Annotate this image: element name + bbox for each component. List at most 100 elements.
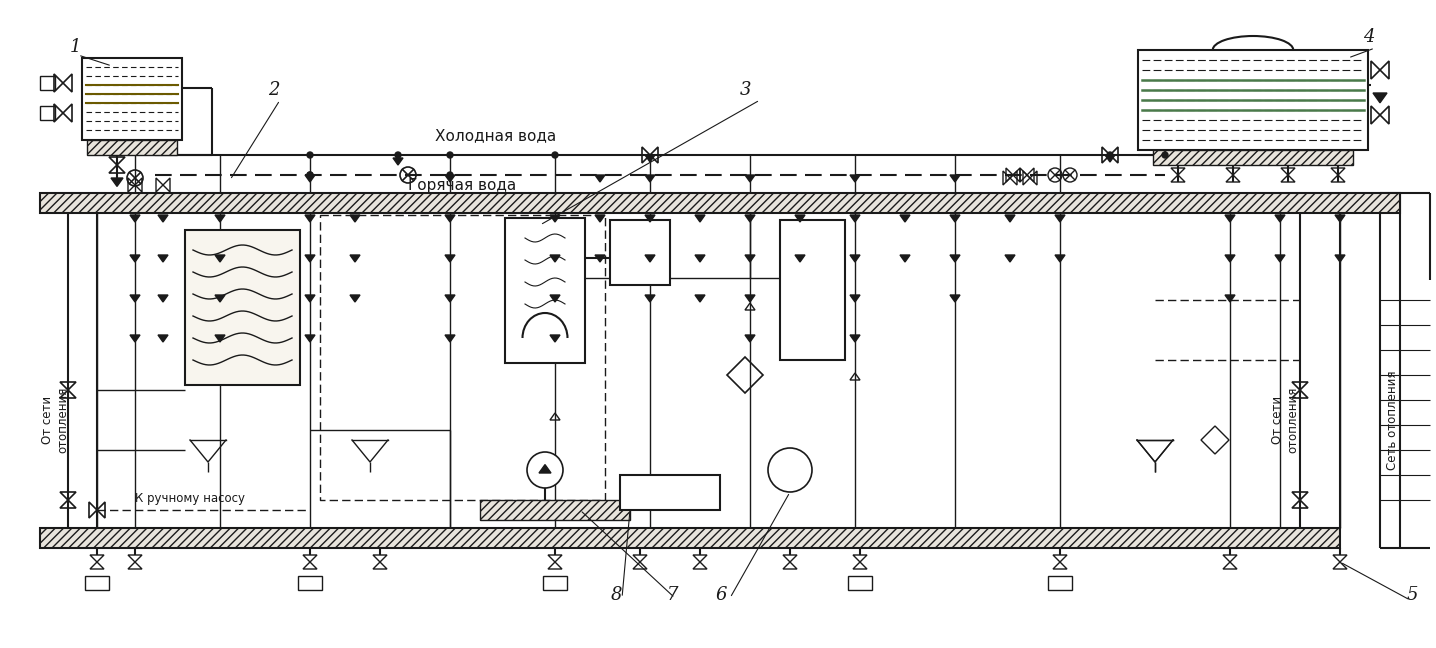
Circle shape — [307, 172, 313, 178]
Polygon shape — [796, 255, 806, 262]
Polygon shape — [158, 335, 168, 342]
Polygon shape — [595, 255, 605, 262]
Polygon shape — [645, 175, 655, 182]
Polygon shape — [1373, 93, 1387, 103]
Polygon shape — [951, 175, 961, 182]
Polygon shape — [645, 295, 655, 302]
Polygon shape — [304, 175, 314, 182]
Bar — [40, 106, 55, 120]
Polygon shape — [393, 158, 404, 165]
Polygon shape — [350, 215, 360, 222]
Polygon shape — [111, 178, 123, 187]
Text: Горячая вода: Горячая вода — [408, 178, 517, 193]
Text: От сети
отопления: От сети отопления — [1271, 387, 1300, 453]
Polygon shape — [445, 335, 455, 342]
Polygon shape — [745, 175, 755, 182]
Bar — [610, 220, 671, 285]
Polygon shape — [1335, 215, 1346, 222]
Bar — [1048, 576, 1073, 590]
Polygon shape — [850, 335, 860, 342]
Text: 6: 6 — [715, 586, 727, 604]
Polygon shape — [745, 255, 755, 262]
Bar — [299, 576, 322, 590]
Text: 3: 3 — [740, 81, 751, 99]
Text: От сети
отопления: От сети отопления — [42, 387, 69, 453]
Polygon shape — [850, 215, 860, 222]
Polygon shape — [304, 255, 314, 262]
Bar — [849, 576, 872, 590]
Circle shape — [551, 152, 559, 158]
Bar — [82, 58, 182, 140]
Polygon shape — [1335, 255, 1346, 262]
Polygon shape — [1225, 255, 1235, 262]
Polygon shape — [900, 255, 910, 262]
Polygon shape — [1055, 215, 1066, 222]
Bar — [543, 576, 567, 590]
Text: 2: 2 — [269, 81, 280, 99]
Polygon shape — [595, 175, 605, 182]
Polygon shape — [215, 255, 225, 262]
Polygon shape — [445, 175, 455, 182]
Polygon shape — [131, 295, 139, 302]
Circle shape — [768, 448, 811, 492]
Polygon shape — [695, 215, 705, 222]
Polygon shape — [645, 215, 655, 222]
Polygon shape — [215, 295, 225, 302]
Polygon shape — [745, 215, 755, 222]
Bar — [1137, 50, 1369, 150]
Polygon shape — [158, 215, 168, 222]
Circle shape — [527, 452, 563, 488]
Circle shape — [1162, 152, 1167, 158]
Polygon shape — [304, 295, 314, 302]
Polygon shape — [550, 215, 560, 222]
Text: 5: 5 — [1407, 586, 1419, 604]
Polygon shape — [550, 335, 560, 342]
Polygon shape — [1275, 255, 1285, 262]
Circle shape — [447, 152, 452, 158]
Bar — [505, 218, 584, 363]
Bar — [480, 500, 630, 520]
Bar — [88, 140, 177, 155]
Text: К ручному насосу: К ручному насосу — [135, 492, 246, 505]
Circle shape — [395, 152, 401, 158]
Polygon shape — [850, 295, 860, 302]
Polygon shape — [158, 295, 168, 302]
Polygon shape — [350, 255, 360, 262]
Polygon shape — [1055, 255, 1066, 262]
Polygon shape — [951, 255, 961, 262]
Polygon shape — [445, 255, 455, 262]
Polygon shape — [900, 215, 910, 222]
Polygon shape — [131, 335, 139, 342]
Circle shape — [307, 152, 313, 158]
Polygon shape — [645, 155, 655, 162]
Bar — [1153, 150, 1353, 165]
Polygon shape — [445, 215, 455, 222]
Polygon shape — [1104, 155, 1114, 162]
Bar — [40, 528, 1340, 548]
Polygon shape — [445, 295, 455, 302]
Polygon shape — [951, 295, 961, 302]
Polygon shape — [1005, 255, 1015, 262]
Circle shape — [1107, 152, 1113, 158]
Bar — [620, 475, 719, 510]
Polygon shape — [131, 255, 139, 262]
Circle shape — [447, 172, 452, 178]
Polygon shape — [1225, 295, 1235, 302]
Polygon shape — [695, 295, 705, 302]
Text: 7: 7 — [666, 586, 678, 604]
Polygon shape — [304, 335, 314, 342]
Text: 1: 1 — [70, 38, 82, 56]
Bar — [85, 576, 109, 590]
Polygon shape — [745, 335, 755, 342]
Polygon shape — [951, 215, 961, 222]
Circle shape — [307, 172, 313, 178]
Polygon shape — [215, 215, 225, 222]
Polygon shape — [1225, 215, 1235, 222]
Polygon shape — [215, 335, 225, 342]
Text: 8: 8 — [610, 586, 622, 604]
Polygon shape — [350, 295, 360, 302]
Polygon shape — [645, 255, 655, 262]
Polygon shape — [550, 255, 560, 262]
Bar — [780, 220, 844, 360]
Polygon shape — [1005, 215, 1015, 222]
